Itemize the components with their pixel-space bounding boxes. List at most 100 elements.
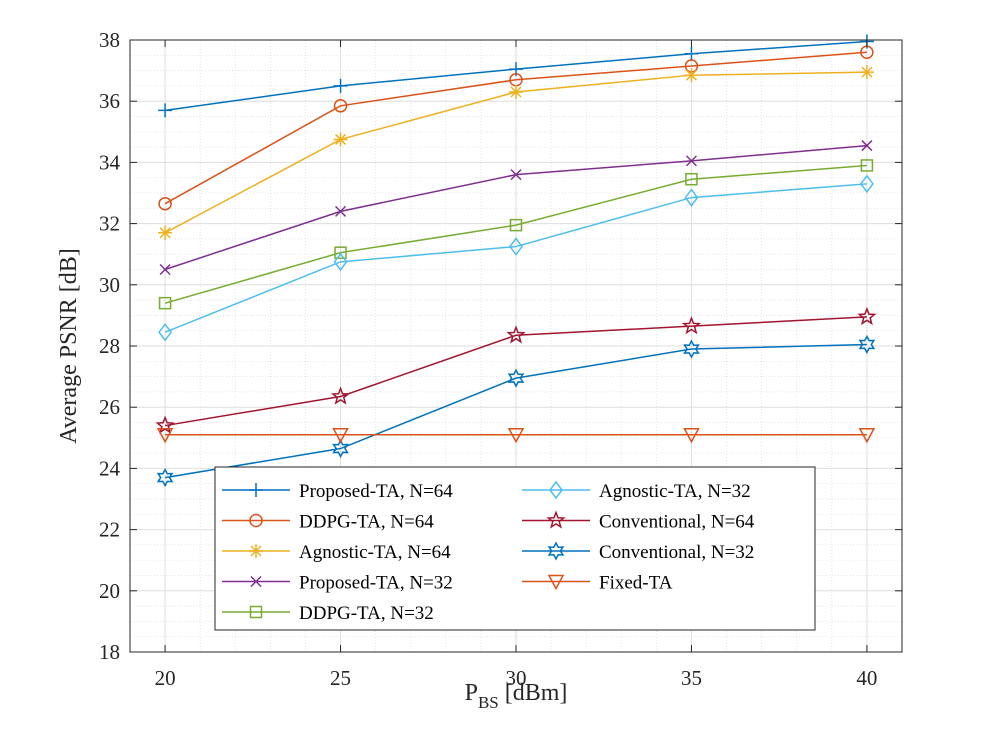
- marker-hexagram: [683, 339, 700, 359]
- marker-pentagram: [506, 325, 526, 344]
- marker-plus: [158, 103, 173, 118]
- marker-triangle-down: [683, 427, 700, 444]
- marker-triangle-down: [547, 574, 565, 591]
- legend-entry: DDPG-TA, N=32: [222, 603, 434, 624]
- legend-box: [214, 466, 816, 631]
- marker-hexagram: [507, 368, 525, 388]
- x-axis-label-sub: BS: [478, 693, 499, 712]
- legend-label: Agnostic-TA, N=32: [599, 481, 751, 502]
- data-point-plus: [249, 483, 263, 497]
- data-point-plus: [333, 78, 348, 93]
- series-line: [164, 183, 867, 333]
- data-point-square: [158, 296, 172, 310]
- data-point-hexagram: [156, 467, 174, 488]
- data-point-triangle-down: [156, 427, 174, 444]
- series-2: [158, 65, 874, 240]
- y-tick-label: 28: [99, 334, 120, 358]
- data-point-square: [334, 246, 347, 259]
- y-tick-label: 38: [99, 28, 120, 52]
- data-point-square: [860, 159, 874, 172]
- marker-x: [250, 575, 262, 588]
- data-point-pentagram: [546, 510, 566, 529]
- data-point-triangle-down: [547, 574, 565, 591]
- data-point-plus: [684, 46, 699, 61]
- series-0: [158, 34, 874, 118]
- marker-square: [509, 218, 523, 232]
- legend-label: Conventional, N=32: [599, 542, 754, 563]
- marker-pentagram: [857, 306, 877, 326]
- marker-square: [334, 246, 347, 259]
- data-point-plus: [158, 103, 173, 118]
- data-point-diamond: [509, 237, 523, 256]
- marker-asterisk: [249, 544, 263, 558]
- series-4: [158, 159, 874, 310]
- data-point-circle: [158, 196, 172, 211]
- marker-pentagram: [546, 510, 566, 529]
- data-point-asterisk: [509, 85, 523, 100]
- y-tick-label: 24: [99, 456, 121, 480]
- x-axis-label-main: P: [465, 680, 478, 706]
- legend-label: Proposed-TA, N=32: [299, 573, 453, 594]
- data-point-asterisk: [684, 68, 699, 83]
- data-point-square: [685, 172, 698, 186]
- series-7: [156, 334, 876, 488]
- marker-circle: [249, 513, 263, 528]
- marker-asterisk: [684, 68, 699, 83]
- series-line: [164, 51, 867, 205]
- marker-circle: [158, 196, 172, 211]
- marker-hexagram: [547, 541, 565, 561]
- marker-asterisk: [509, 85, 523, 100]
- marker-triangle-down: [858, 427, 876, 444]
- marker-triangle-down: [507, 427, 525, 444]
- series-6: [155, 306, 877, 434]
- y-tick-label: 26: [99, 395, 120, 419]
- series-3: [159, 140, 873, 276]
- data-point-hexagram: [858, 334, 876, 355]
- legend-entry: Fixed-TA: [522, 573, 673, 594]
- marker-triangle-down: [156, 427, 174, 444]
- legend-entry: Agnostic-TA, N=64: [222, 542, 451, 563]
- marker-square: [685, 172, 698, 186]
- marker-hexagram: [332, 438, 349, 459]
- legend-label: DDPG-TA, N=32: [299, 603, 434, 624]
- series-5: [158, 174, 874, 342]
- legend-label: Proposed-TA, N=64: [299, 481, 453, 502]
- marker-diamond: [509, 237, 523, 256]
- series-line: [164, 316, 867, 427]
- marker-x: [510, 169, 522, 181]
- legend-label: Fixed-TA: [599, 573, 673, 594]
- marker-diamond: [158, 322, 173, 342]
- legend-entry: Agnostic-TA, N=32: [522, 480, 751, 502]
- data-point-asterisk: [158, 225, 173, 240]
- marker-diamond: [333, 252, 348, 272]
- x-tick-label: 35: [681, 666, 702, 690]
- legend-entry: Proposed-TA, N=64: [222, 481, 453, 502]
- data-point-hexagram: [332, 438, 349, 459]
- marker-circle: [333, 99, 348, 113]
- legend-label: Agnostic-TA, N=64: [299, 542, 451, 563]
- data-point-x: [159, 263, 171, 276]
- data-point-triangle-down: [683, 427, 700, 444]
- data-point-diamond: [859, 174, 874, 194]
- data-point-triangle-down: [858, 427, 876, 444]
- data-point-x: [510, 169, 522, 181]
- series-8: [156, 427, 876, 444]
- marker-diamond: [859, 174, 874, 194]
- y-tick-label: 18: [99, 640, 120, 664]
- data-point-asterisk: [249, 544, 263, 558]
- data-point-square: [249, 605, 263, 619]
- data-point-diamond: [333, 252, 348, 272]
- marker-diamond: [684, 188, 699, 207]
- marker-asterisk: [859, 65, 874, 80]
- legend-entry: Proposed-TA, N=32: [222, 573, 453, 594]
- data-point-triangle-down: [332, 427, 349, 444]
- x-tick-label: 25: [330, 666, 351, 690]
- marker-square: [860, 159, 874, 172]
- data-point-pentagram: [681, 315, 702, 335]
- x-tick-label: 20: [155, 666, 176, 690]
- legend-label: DDPG-TA, N=64: [299, 512, 434, 533]
- marker-asterisk: [158, 225, 173, 240]
- data-point-circle: [333, 99, 348, 113]
- data-point-pentagram: [330, 386, 351, 405]
